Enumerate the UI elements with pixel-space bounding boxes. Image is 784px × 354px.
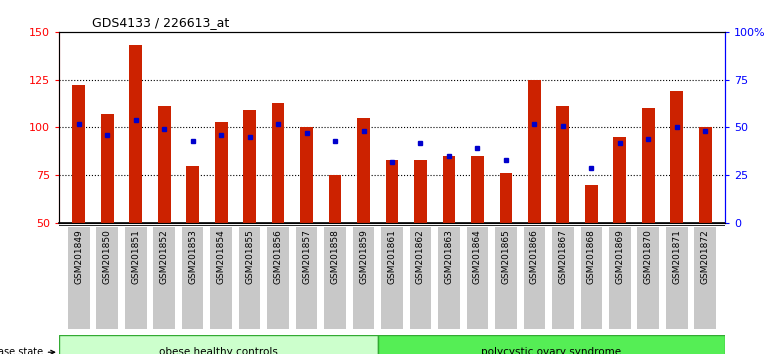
Bar [158,107,171,223]
Bar [637,227,659,329]
Bar [557,107,569,223]
Text: GSM201872: GSM201872 [701,229,710,284]
Bar [101,114,114,223]
Text: polycystic ovary syndrome: polycystic ovary syndrome [481,347,622,354]
Bar [524,227,545,329]
Bar [129,45,142,223]
Bar [466,227,488,329]
Bar [267,227,289,329]
Bar [215,122,227,223]
Text: GSM201866: GSM201866 [530,229,539,284]
Bar [378,335,725,354]
Bar [438,227,459,329]
Text: GSM201855: GSM201855 [245,229,254,284]
Bar [666,227,688,329]
Bar [325,227,346,329]
Bar [381,227,403,329]
Bar [68,227,89,329]
Bar [386,160,398,223]
Bar [580,227,602,329]
Bar [72,85,85,223]
Bar [695,227,716,329]
Bar [528,80,541,223]
Text: GSM201849: GSM201849 [74,229,83,284]
Text: GSM201863: GSM201863 [445,229,453,284]
Bar [96,227,118,329]
Text: GSM201870: GSM201870 [644,229,653,284]
Text: GSM201856: GSM201856 [274,229,282,284]
Bar [154,227,175,329]
Bar [471,156,484,223]
Text: GSM201869: GSM201869 [615,229,624,284]
Text: GSM201850: GSM201850 [103,229,111,284]
Text: GSM201864: GSM201864 [473,229,482,284]
Bar [699,127,712,223]
Text: disease state: disease state [0,347,55,354]
Bar [495,227,517,329]
Text: GDS4133 / 226613_at: GDS4133 / 226613_at [93,16,230,29]
Bar [414,160,426,223]
Text: GSM201852: GSM201852 [160,229,169,284]
Bar [125,227,147,329]
Bar [670,91,683,223]
Bar [187,166,199,223]
Text: GSM201853: GSM201853 [188,229,197,284]
Text: GSM201857: GSM201857 [302,229,311,284]
Bar [410,227,431,329]
Bar [182,227,204,329]
Text: GSM201868: GSM201868 [587,229,596,284]
Bar [585,185,597,223]
Bar [552,227,574,329]
Bar [642,108,655,223]
Text: GSM201871: GSM201871 [673,229,681,284]
Text: GSM201854: GSM201854 [216,229,226,284]
Bar [272,103,285,223]
Bar [358,118,370,223]
Bar [609,227,630,329]
Bar [210,227,232,329]
Bar [328,175,342,223]
Bar [296,227,318,329]
Text: GSM201859: GSM201859 [359,229,368,284]
Text: GSM201865: GSM201865 [502,229,510,284]
Text: obese healthy controls: obese healthy controls [158,347,278,354]
Bar [59,335,378,354]
Text: GSM201858: GSM201858 [331,229,339,284]
Bar [300,127,313,223]
Bar [499,173,512,223]
Text: GSM201851: GSM201851 [131,229,140,284]
Text: GSM201862: GSM201862 [416,229,425,284]
Bar [442,156,456,223]
Text: GSM201861: GSM201861 [387,229,397,284]
Bar [243,110,256,223]
Bar [613,137,626,223]
Bar [239,227,260,329]
Bar [353,227,374,329]
Text: GSM201867: GSM201867 [558,229,568,284]
